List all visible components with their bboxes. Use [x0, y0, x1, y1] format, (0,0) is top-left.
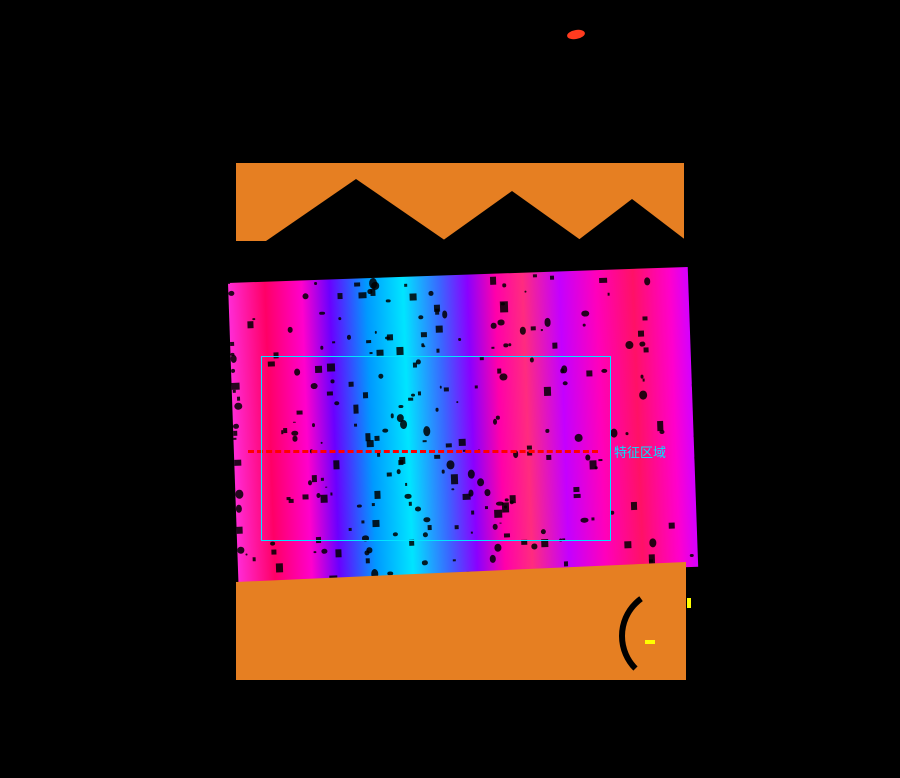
roi-selection-box[interactable] [261, 356, 611, 541]
visualization-stage: 特征区域 [0, 0, 900, 778]
roi-label: 特征区域 [614, 442, 666, 461]
